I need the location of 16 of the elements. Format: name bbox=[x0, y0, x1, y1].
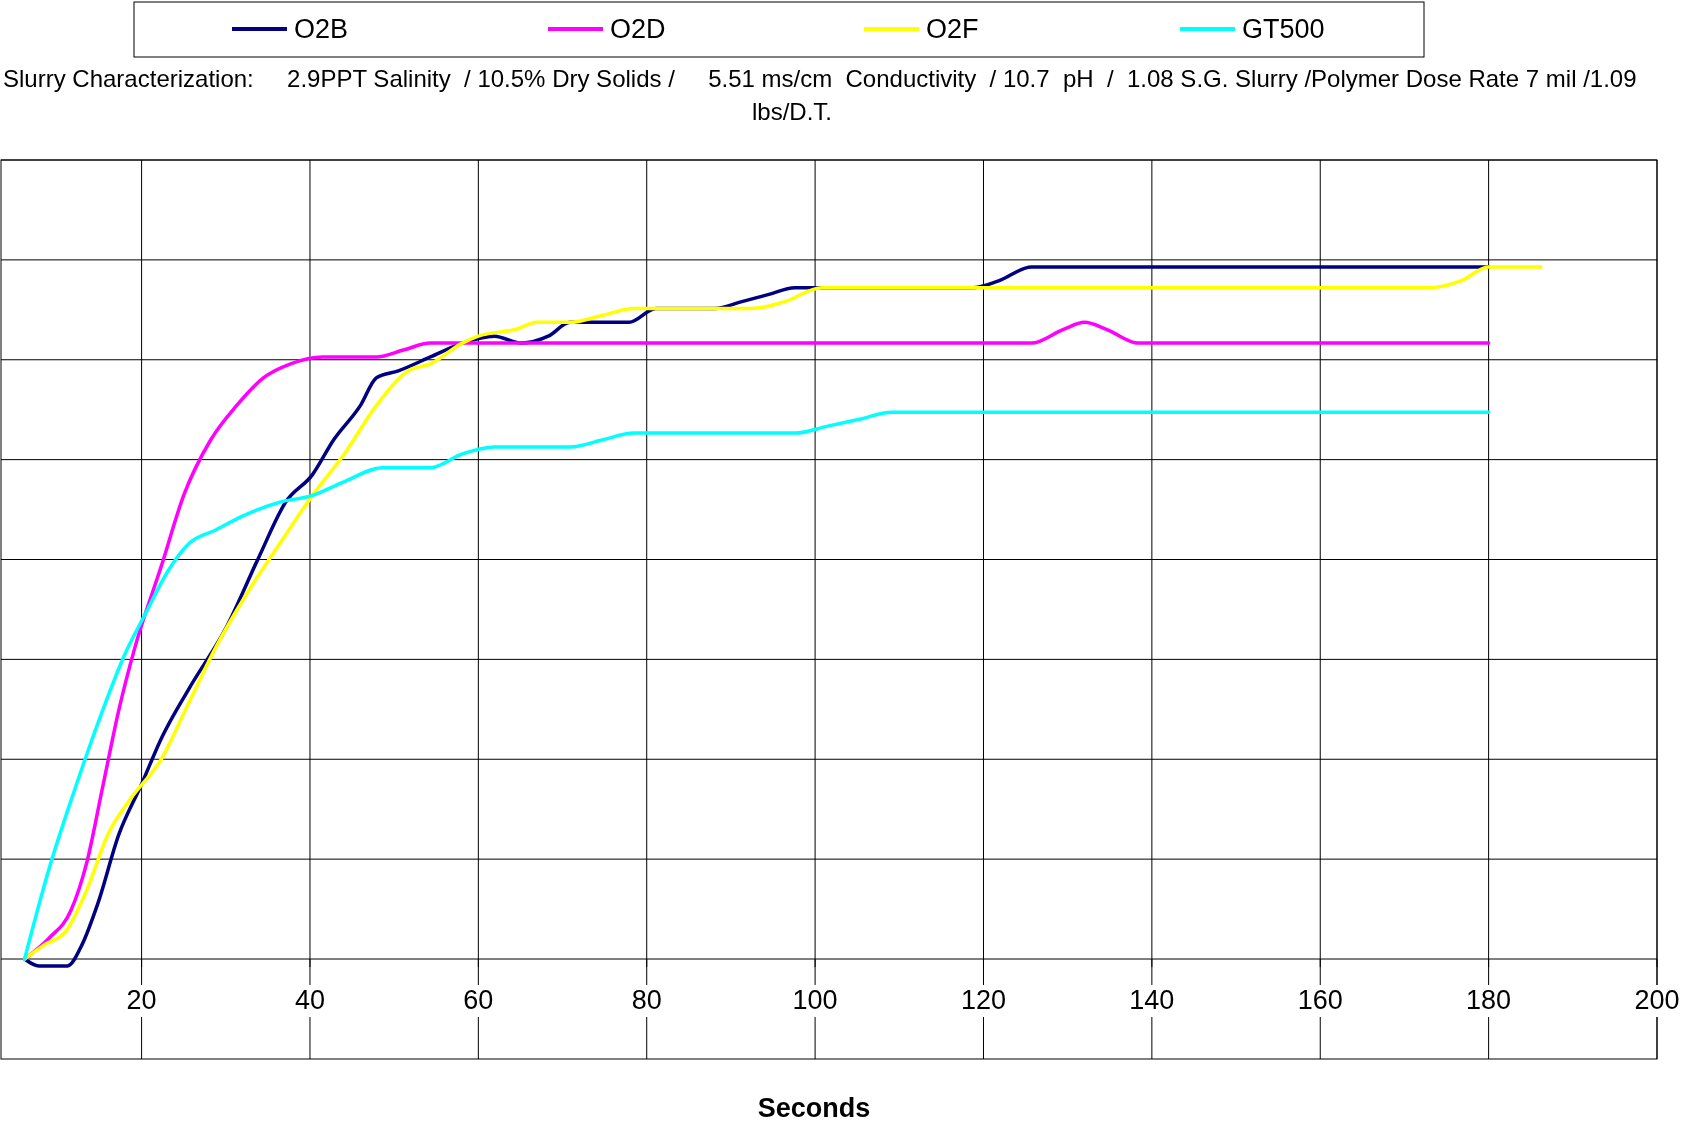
legend-label: O2F bbox=[926, 14, 979, 44]
x-tick-label: 140 bbox=[1129, 985, 1175, 1015]
legend-label: O2D bbox=[610, 14, 666, 44]
x-tick-label: 180 bbox=[1466, 985, 1512, 1015]
x-tick-label: 100 bbox=[792, 985, 838, 1015]
x-tick-label: 20 bbox=[126, 985, 157, 1015]
x-tick-label: 80 bbox=[631, 985, 662, 1015]
x-tick-label: 120 bbox=[960, 985, 1007, 1015]
x-axis-title: Seconds bbox=[757, 1093, 871, 1123]
x-tick-label: 160 bbox=[1297, 985, 1343, 1015]
x-tick-label: 200 bbox=[1634, 985, 1680, 1015]
x-tick-label: 60 bbox=[463, 985, 494, 1015]
legend-label: GT500 bbox=[1242, 14, 1325, 44]
x-tick-label: 40 bbox=[294, 985, 325, 1015]
chart-subtitle: Slurry Characterization: 2.9PPT Salinity / 10.5% Dry Solids / 5.51 ms/cm Conductivity / 10.7 pH / 1.08 S.G. Slurry /Polymer Dose Rate 7 mil /1.09 lbs/D.T. bbox=[3, 65, 1637, 125]
legend-label: O2B bbox=[294, 14, 349, 44]
